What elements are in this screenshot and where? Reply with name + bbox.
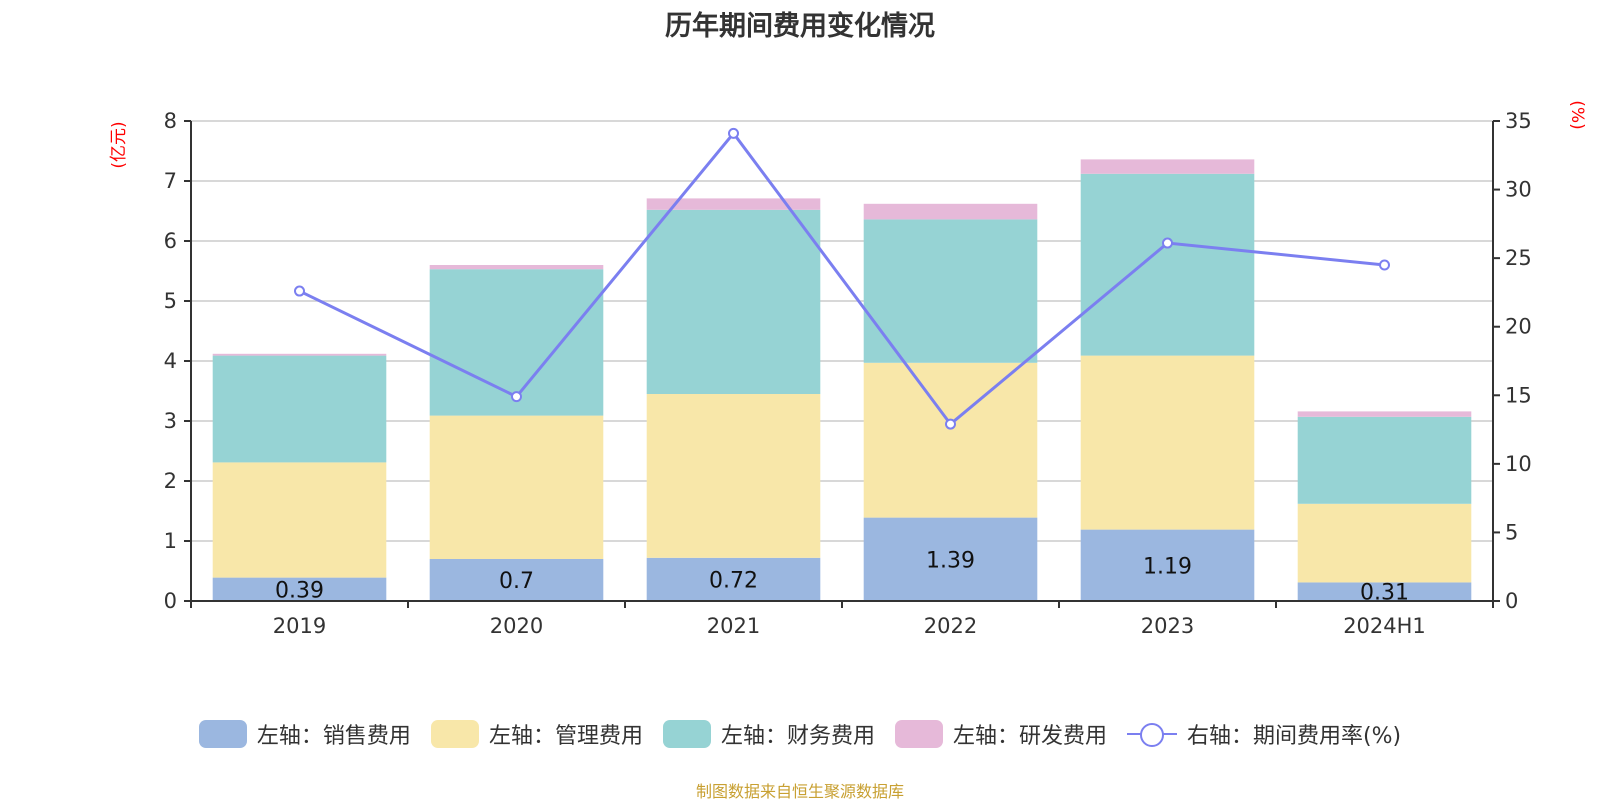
bar-segment-sales [863, 517, 1038, 601]
right-axis-tick-label: 10 [1505, 452, 1532, 476]
bar-segment-rnd [863, 203, 1038, 220]
bar-segment-admin [429, 415, 604, 559]
left-axis-tick-label: 8 [164, 109, 177, 133]
left-axis-tick-label: 2 [164, 469, 177, 493]
data-label-sales: 0.39 [275, 578, 324, 603]
legend-line-marker-icon [1126, 720, 1177, 748]
legend-label-finance: 左轴：财务费用 [720, 724, 875, 749]
legend-item-sales[interactable]: 左轴：销售费用 [198, 718, 411, 750]
data-label-sales: 1.19 [1143, 554, 1192, 579]
chart-title: 历年期间费用变化情况 [665, 11, 935, 42]
right-axis-tick-label: 0 [1505, 589, 1518, 613]
x-axis-tick-label: 2021 [707, 614, 760, 638]
legend-label-admin: 左轴：管理费用 [488, 724, 643, 749]
right-axis-tick-label: 5 [1505, 520, 1518, 544]
bar-segment-admin [212, 462, 387, 578]
rate-point [294, 285, 305, 297]
legend-swatch-finance [662, 720, 711, 748]
chart-plot: 0.39 0.7 0.721.39 1.190.31 0123456780510152… [109, 100, 1587, 638]
legend-swatch-rnd [894, 720, 943, 748]
legend-item-rate[interactable]: 右轴：期间费用率(%) [1126, 718, 1402, 750]
x-axis-tick-label: 2024H1 [1343, 614, 1426, 638]
bar-segment-admin [646, 394, 821, 558]
right-axis-tick-label: 35 [1505, 109, 1532, 133]
left-axis-unit: (亿元) [109, 121, 129, 168]
bar-segment-sales [429, 559, 604, 601]
left-axis-tick-label: 4 [164, 349, 177, 373]
left-axis-tick-label: 6 [164, 229, 177, 253]
axes: 0 1 2 3 4 5 6 7 8 0 5 10 15 20 25 30 35 2019 2020 2021 2022 2… [164, 109, 1532, 638]
gridlines [191, 120, 1493, 542]
legend-item-admin[interactable]: 左轴：管理费用 [430, 718, 643, 750]
right-axis-unit: (%) [1567, 100, 1587, 129]
source-footnote: 制图数据来自恒生聚源数据库 [695, 782, 904, 801]
left-axis-tick-label: 1 [164, 529, 177, 553]
legend-label-rnd: 左轴：研发费用 [952, 724, 1107, 749]
right-axis-tick-label: 15 [1505, 383, 1532, 407]
rate-point [728, 127, 739, 139]
right-axis-tick-label: 25 [1505, 246, 1532, 270]
bar-segment-sales [646, 557, 821, 601]
legend-label-sales: 左轴：销售费用 [256, 724, 411, 749]
legend-item-rnd[interactable]: 左轴：研发费用 [894, 718, 1107, 750]
x-axis-tick-label: 2020 [490, 614, 543, 638]
bar-segment-finance [646, 209, 821, 394]
left-axis-tick-label: 7 [164, 169, 177, 193]
bar-segment-rnd [646, 198, 821, 210]
bar-segment-finance [1080, 173, 1255, 356]
x-axis-tick-label: 2022 [924, 614, 977, 638]
bar-segment-rnd [1297, 411, 1472, 417]
bar-segment-sales [212, 577, 387, 601]
rate-point [511, 391, 522, 403]
bar-segment-finance [212, 355, 387, 463]
rate-point [1379, 259, 1390, 271]
data-label-sales: 0.72 [709, 568, 758, 593]
left-axis-tick-label: 0 [164, 589, 177, 613]
bars [212, 159, 1472, 601]
bar-segment-sales [1297, 582, 1472, 601]
left-axis-tick-label: 3 [164, 409, 177, 433]
right-axis-tick-label: 30 [1505, 178, 1532, 202]
bar-segment-rnd [429, 265, 604, 270]
right-axis-tick-label: 20 [1505, 315, 1532, 339]
left-axis-tick-label: 5 [164, 289, 177, 313]
bar-segment-rnd [212, 353, 387, 356]
bar-segment-rnd [1080, 159, 1255, 174]
data-label-sales: 1.39 [926, 548, 975, 573]
rate-line [294, 127, 1390, 430]
bar-segment-admin [863, 362, 1038, 518]
bar-segment-finance [863, 219, 1038, 363]
legend: 左轴：销售费用 左轴：管理费用 左轴：财务费用 左轴：研发费用 右轴：期间费用率… [0, 718, 1600, 750]
x-axis-tick-label: 2019 [273, 614, 326, 638]
legend-swatch-admin [430, 720, 479, 748]
rate-point [1162, 237, 1173, 249]
bar-segment-finance [1297, 416, 1472, 504]
data-label-sales: 0.7 [499, 569, 534, 594]
rate-point [945, 418, 956, 430]
bar-segment-sales [1080, 529, 1255, 601]
bar-segment-admin [1297, 503, 1472, 583]
legend-swatch-sales [198, 720, 247, 748]
legend-item-finance[interactable]: 左轴：财务费用 [662, 718, 875, 750]
legend-label-rate: 右轴：期间费用率(%) [1186, 724, 1402, 749]
x-axis-tick-label: 2023 [1141, 614, 1194, 638]
bar-segment-admin [1080, 355, 1255, 530]
rate-line-path [298, 130, 1385, 427]
